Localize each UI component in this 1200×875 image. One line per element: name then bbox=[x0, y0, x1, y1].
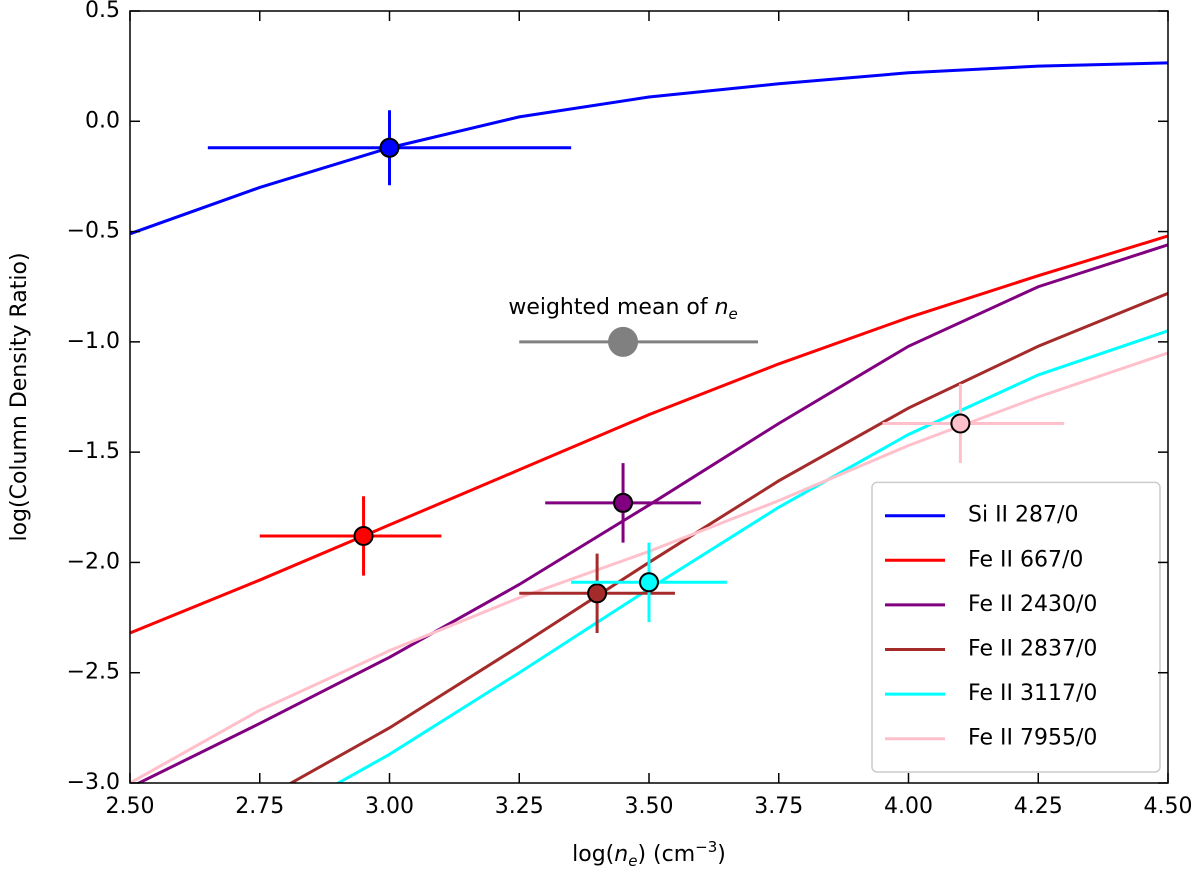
model-curve bbox=[130, 61, 1168, 236]
y-axis-label: log(Column Density Ratio) bbox=[7, 252, 32, 541]
y-tick-label: −3.0 bbox=[67, 770, 120, 795]
legend: Si II 287/0 Fe II 667/0 Fe II 2430/0 Fe II … bbox=[871, 481, 1161, 773]
model-curve bbox=[335, 329, 1168, 783]
y-tick-label: −0.5 bbox=[67, 219, 120, 244]
x-axis-label: log(ne) (cm−3) bbox=[572, 838, 726, 870]
data-point bbox=[950, 413, 971, 434]
annotation: weighted mean of ne bbox=[508, 295, 737, 323]
legend-label: Fe II 2837/0 bbox=[968, 637, 1097, 662]
legend-label: Fe II 7955/0 bbox=[968, 726, 1097, 751]
data-point bbox=[379, 137, 400, 158]
model-curve bbox=[135, 243, 1168, 783]
legend-label: Fe II 2430/0 bbox=[968, 592, 1097, 617]
data-point bbox=[353, 525, 374, 546]
x-tick-label: 4.25 bbox=[1014, 794, 1063, 819]
x-tick-label: 3.50 bbox=[625, 794, 674, 819]
legend-box bbox=[871, 481, 1161, 773]
x-tick-label: 3.25 bbox=[495, 794, 544, 819]
data-point bbox=[613, 492, 634, 513]
legend-label: Fe II 3117/0 bbox=[968, 681, 1097, 706]
y-tick-label: 0.0 bbox=[85, 108, 120, 133]
y-tick-label: −2.0 bbox=[67, 549, 120, 574]
mean-point bbox=[608, 326, 639, 357]
y-tick-label: −1.5 bbox=[67, 439, 120, 464]
x-tick-label: 4.50 bbox=[1144, 794, 1193, 819]
model-curve bbox=[130, 234, 1168, 635]
x-tick-label: 2.75 bbox=[235, 794, 284, 819]
model-curve bbox=[288, 291, 1168, 783]
y-tick-label: −2.5 bbox=[67, 660, 120, 685]
x-tick-label: 3.00 bbox=[365, 794, 414, 819]
x-tick-label: 4.00 bbox=[884, 794, 933, 819]
x-tick-label: 2.50 bbox=[106, 794, 155, 819]
legend-label: Fe II 667/0 bbox=[968, 547, 1083, 572]
y-tick-label: 0.5 bbox=[85, 0, 120, 23]
y-tick-label: −1.0 bbox=[67, 329, 120, 354]
data-point bbox=[639, 572, 659, 593]
plot-area bbox=[130, 61, 1168, 783]
legend-label: Si II 287/0 bbox=[968, 503, 1078, 528]
x-tick-label: 3.75 bbox=[754, 794, 803, 819]
data-point bbox=[587, 583, 608, 604]
